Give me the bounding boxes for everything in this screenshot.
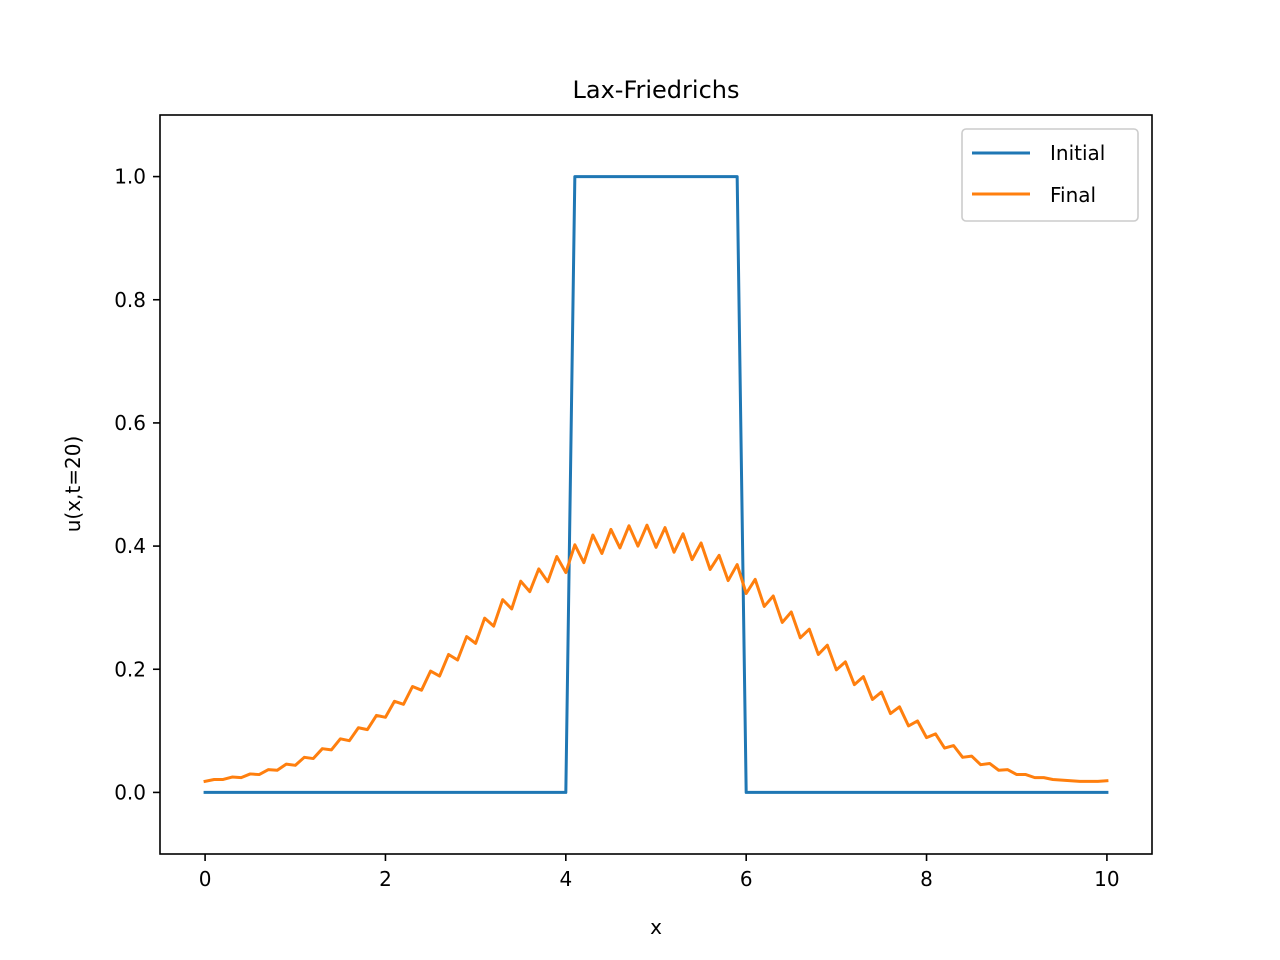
x-tick-label: 8	[920, 867, 933, 891]
y-tick-label: 0.0	[114, 780, 146, 804]
legend: Initial Final	[961, 128, 1139, 222]
y-axis-ticks: 0.0 0.2 0.4 0.6 0.8 1.0	[114, 165, 160, 804]
chart-title: Lax-Friedrichs	[573, 76, 740, 104]
x-axis-ticks: 0 2 4 6 8 10	[199, 854, 1120, 891]
x-tick-label: 0	[199, 867, 212, 891]
series-line-final	[203, 523, 1109, 784]
series-line-initial	[203, 175, 1109, 794]
y-tick-label: 0.4	[114, 534, 146, 558]
series-layer	[203, 175, 1109, 794]
x-tick-label: 2	[379, 867, 392, 891]
x-tick-label: 4	[559, 867, 572, 891]
y-tick-label: 0.6	[114, 411, 146, 435]
legend-label-final: Final	[1050, 183, 1096, 207]
y-tick-label: 0.2	[114, 657, 146, 681]
x-tick-label: 10	[1094, 867, 1119, 891]
axes-frame	[159, 114, 1153, 855]
plot-area: 0 2 4 6 8 10 0.0 0.2 0.4 0.6 0.8 1.0	[114, 114, 1153, 891]
legend-label-initial: Initial	[1050, 141, 1105, 165]
x-axis-label: x	[650, 915, 662, 939]
y-axis-label: u(x,t=20)	[61, 436, 85, 533]
y-tick-label: 0.8	[114, 288, 146, 312]
x-tick-label: 6	[740, 867, 753, 891]
y-tick-label: 1.0	[114, 165, 146, 189]
